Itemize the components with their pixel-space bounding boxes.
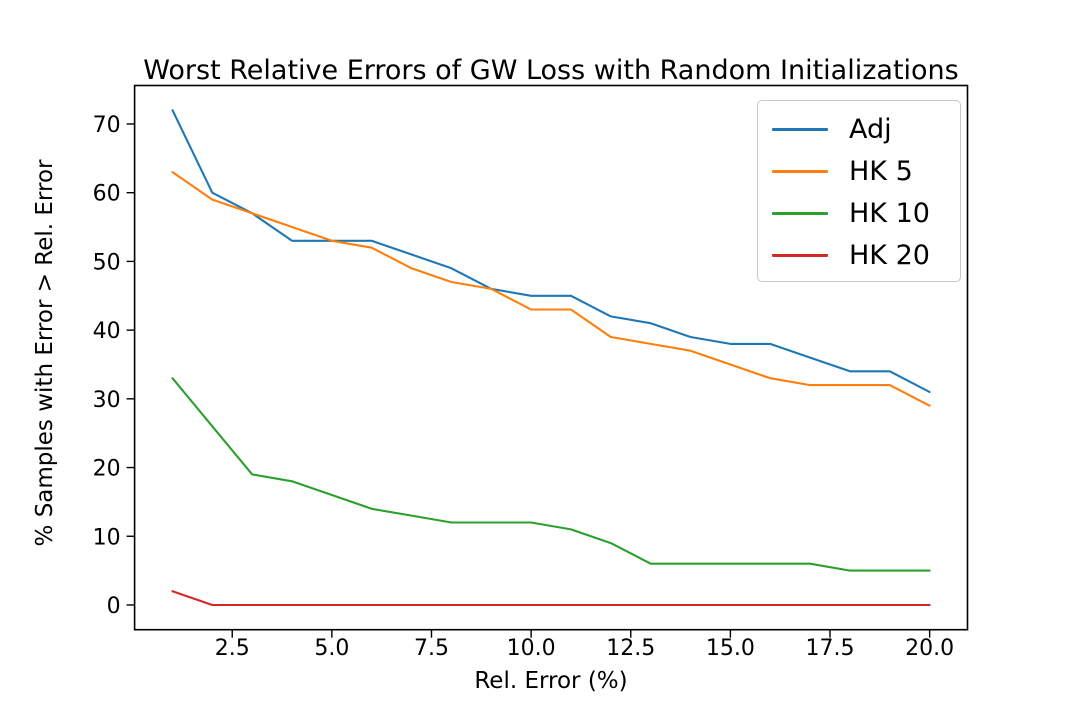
x-tick-label: 15.0 xyxy=(706,636,755,661)
legend-item-hk-10: HK 10 xyxy=(758,192,960,234)
y-tick-label: 70 xyxy=(93,113,121,138)
legend-label: HK 20 xyxy=(849,239,930,271)
y-tick-label: 40 xyxy=(93,319,121,344)
x-axis-label: Rel. Error (%) xyxy=(474,668,627,694)
legend-line-sample xyxy=(772,211,828,215)
legend-line-sample xyxy=(772,253,828,257)
series-line-adj xyxy=(171,109,931,394)
legend: Adj HK 5 HK 10 HK 20 xyxy=(757,100,961,282)
axes-frame xyxy=(133,84,969,631)
y-tick-label: 30 xyxy=(93,388,121,413)
legend-item-adj: Adj xyxy=(758,108,960,150)
y-tick-label: 0 xyxy=(107,594,121,619)
plot-spines xyxy=(133,84,969,631)
data-lines xyxy=(171,109,931,607)
legend-item-hk-20: HK 20 xyxy=(758,234,960,276)
y-tick-label: 50 xyxy=(93,250,121,275)
y-tick-label: 10 xyxy=(93,525,121,550)
chart-title: Worst Relative Errors of GW Loss with Ra… xyxy=(143,55,959,86)
x-tick-label: 7.5 xyxy=(414,636,449,661)
y-axis-label: % Samples with Error > Rel. Error xyxy=(32,159,58,546)
y-tick-label: 60 xyxy=(93,182,121,207)
axis-ticks: 2.5 5.0 7.5 10.0 12.5 15.0 17.5 20.0 0 10 20 30 40 50… xyxy=(93,113,955,661)
x-tick-label: 12.5 xyxy=(606,636,655,661)
x-tick-label: 2.5 xyxy=(215,636,250,661)
x-tick-label: 5.0 xyxy=(314,636,349,661)
legend-line-sample xyxy=(772,127,828,131)
legend-line-sample xyxy=(772,169,828,173)
series-line-hk-10 xyxy=(171,377,931,572)
legend-item-hk-5: HK 5 xyxy=(758,150,960,192)
legend-label: Adj xyxy=(849,113,892,145)
legend-label: HK 10 xyxy=(849,197,930,229)
x-tick-label: 17.5 xyxy=(806,636,855,661)
x-tick-label: 20.0 xyxy=(905,636,954,661)
y-tick-label: 20 xyxy=(93,457,121,482)
series-line-hk-20 xyxy=(171,590,931,607)
legend-label: HK 5 xyxy=(849,155,913,187)
x-tick-label: 10.0 xyxy=(507,636,556,661)
series-line-hk-5 xyxy=(171,171,931,407)
